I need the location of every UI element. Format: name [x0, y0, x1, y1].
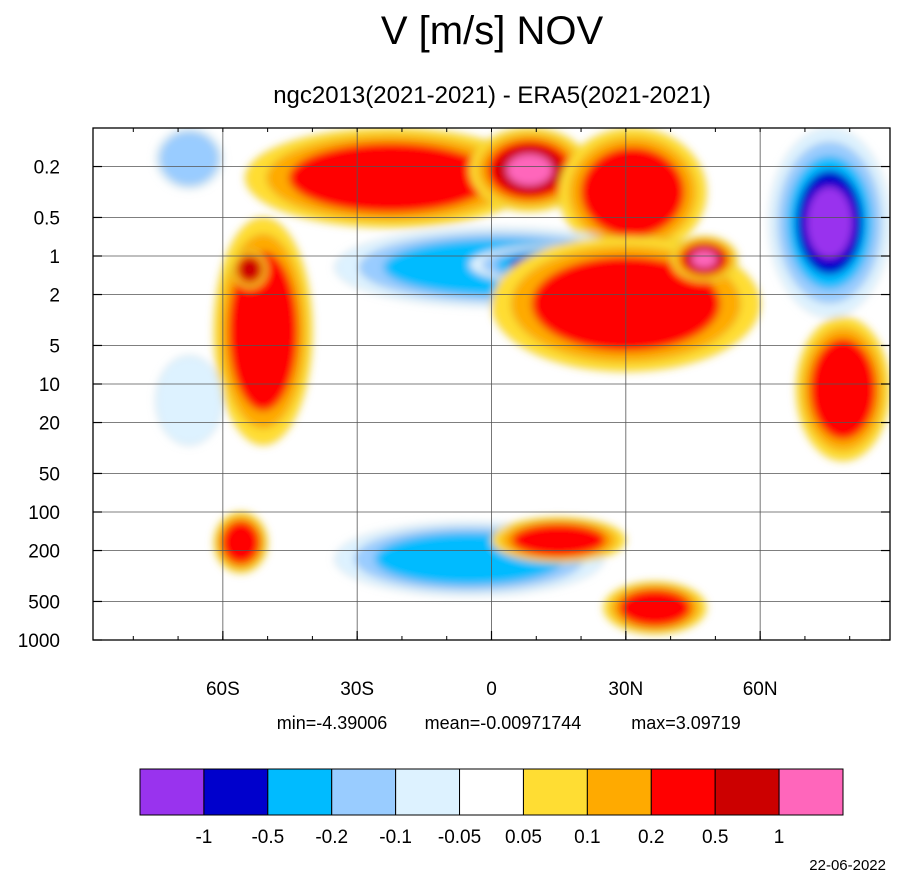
y-tick-label: 1000	[18, 631, 60, 652]
chart-title: V [m/s] NOV	[381, 9, 604, 53]
colorbar-box	[714, 768, 780, 816]
x-tick-label: 30N	[608, 679, 643, 700]
y-tick-label: 100	[28, 503, 60, 524]
stat-min: min=-4.39006	[277, 713, 388, 733]
colorbar-label: -0.05	[438, 827, 481, 848]
y-tick-label: 10	[39, 375, 60, 396]
colorbar-box	[650, 768, 716, 816]
colorbar-label: 0.1	[574, 827, 600, 848]
contour-southern-positive-arm	[213, 217, 313, 446]
colorbar-label: 0.5	[702, 827, 728, 848]
colorbar-box	[586, 768, 652, 816]
x-tick-label: 0	[486, 679, 497, 700]
stat-mean: mean=-0.00971744	[425, 713, 582, 733]
contour-southern-negative-upper	[155, 128, 224, 190]
y-axis: 0.2 0.5 1 2 5 10 20 50 100 200 500 1000	[18, 158, 890, 652]
colorbar-label: -0.2	[315, 827, 348, 848]
contour-southern-positive-core	[231, 249, 268, 289]
y-tick-label: 0.2	[34, 158, 60, 179]
colorbar-label: -0.1	[379, 827, 412, 848]
contour-tropical-negative-low	[334, 521, 604, 596]
contour-polar-north-negative	[768, 128, 890, 318]
colorbar-box	[139, 768, 205, 816]
contour-upper-south-positive	[245, 128, 537, 228]
colorbar-box	[331, 768, 397, 816]
y-tick-label: 50	[39, 464, 60, 485]
contour-south-positive-low	[213, 511, 268, 574]
grid-lines	[93, 128, 890, 641]
colorbar-label: 0.2	[638, 827, 664, 848]
colorbar: -1 -0.5 -0.2 -0.1 -0.05 0.05 0.1 0.2 0.5 1	[139, 768, 844, 848]
y-tick-label: 500	[28, 592, 60, 613]
contour-north-positive-low	[603, 581, 707, 635]
y-tick-label: 20	[39, 414, 60, 435]
contour-tropical-positive-low	[491, 517, 627, 564]
contour-upper-north-positive	[558, 128, 707, 257]
colorbar-box	[203, 768, 269, 816]
chart-subtitle: ngc2013(2021-2021) - ERA5(2021-2021)	[273, 82, 711, 109]
y-tick-label: 200	[28, 542, 60, 563]
contour-fields	[155, 128, 890, 635]
x-tick-label: 60N	[743, 679, 778, 700]
colorbar-box	[522, 768, 588, 816]
plot-area: 60S 30S 0 30N 60N 0.2 0.5 1 2 5 10 20 50 100 200 500 10…	[18, 127, 891, 700]
colorbar-label: 0.05	[505, 827, 542, 848]
stat-max: max=3.09719	[631, 713, 741, 733]
contour-north-positive-core	[670, 235, 738, 283]
x-axis: 60S 30S 0 30N 60N	[132, 128, 851, 700]
contour-southern-negative-mid	[155, 355, 224, 446]
y-tick-label: 5	[49, 336, 60, 357]
contour-polar-north-positive	[795, 316, 890, 462]
y-tick-label: 1	[49, 247, 60, 268]
colorbar-label: -0.5	[251, 827, 284, 848]
x-tick-label: 30S	[340, 679, 374, 700]
y-tick-label: 2	[49, 286, 60, 307]
date-stamp: 22-06-2022	[809, 857, 886, 874]
x-tick-label: 60S	[206, 679, 240, 700]
colorbar-label: 1	[774, 827, 785, 848]
colorbar-box	[267, 768, 333, 816]
colorbar-box	[459, 768, 524, 816]
y-tick-label: 0.5	[34, 208, 60, 229]
colorbar-label: -1	[195, 827, 212, 848]
stats-line: min=-4.39006 mean=-0.00971744 max=3.0971…	[277, 713, 741, 733]
colorbar-box	[395, 768, 461, 816]
colorbar-box	[778, 768, 844, 816]
